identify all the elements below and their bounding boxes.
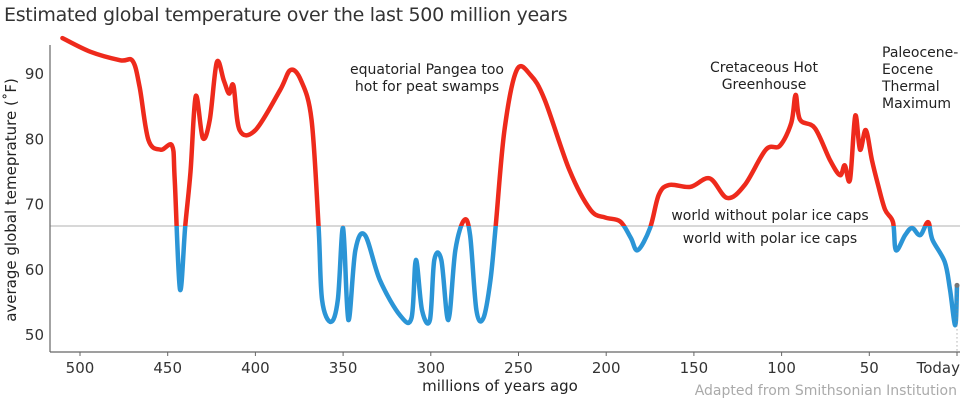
y-tick-label: 90	[25, 65, 44, 83]
x-tick-label: 300	[416, 359, 445, 377]
annotation-line: Cretaceous Hot	[710, 60, 818, 76]
annotation-line: Eocene	[882, 62, 933, 78]
today-point	[954, 282, 960, 288]
annotation: Cretaceous Hot Greenhouse	[710, 60, 818, 93]
temperature-line-cold	[174, 226, 960, 328]
annotation: equatorial Pangea too hot for peat swamps	[350, 62, 504, 95]
y-tick-label: 60	[25, 261, 44, 279]
x-tick-label: 100	[767, 359, 796, 377]
source-credit: Adapted from Smithsonian Institution	[695, 383, 957, 399]
x-tick-label: 450	[153, 359, 182, 377]
chart-title: Estimated global temperature over the la…	[4, 4, 568, 26]
y-tick-label: 50	[25, 326, 44, 344]
x-tick-label: Today	[916, 359, 960, 377]
threshold-label-below: world with polar ice caps	[683, 231, 857, 247]
x-tick-label: 500	[66, 359, 95, 377]
annotation-line: Paleocene-	[882, 45, 958, 61]
x-tick-label: 200	[592, 359, 621, 377]
annotation: Paleocene-Eocene Thermal Maximum	[881, 45, 958, 112]
annotation-line: Greenhouse	[722, 77, 807, 93]
x-tick-label: 400	[241, 359, 270, 377]
x-axis-label: millions of years ago	[422, 377, 578, 395]
x-tick-label: 50	[860, 359, 879, 377]
y-axis-label: average global temeprature (˚F)	[2, 78, 20, 322]
annotation-line: Thermal	[881, 79, 940, 95]
y-tick-label: 70	[25, 196, 44, 214]
annotation-line: hot for peat swamps	[355, 79, 499, 95]
temperature-line-warm	[60, 35, 932, 227]
x-tick-label: 150	[680, 359, 709, 377]
annotation-line: equatorial Pangea too	[350, 62, 504, 78]
annotation-line: Maximum	[882, 96, 951, 112]
x-tick-label: 350	[329, 359, 358, 377]
x-tick-label: 250	[504, 359, 533, 377]
y-tick-label: 80	[25, 130, 44, 148]
threshold-label-above: world without polar ice caps	[671, 208, 868, 224]
